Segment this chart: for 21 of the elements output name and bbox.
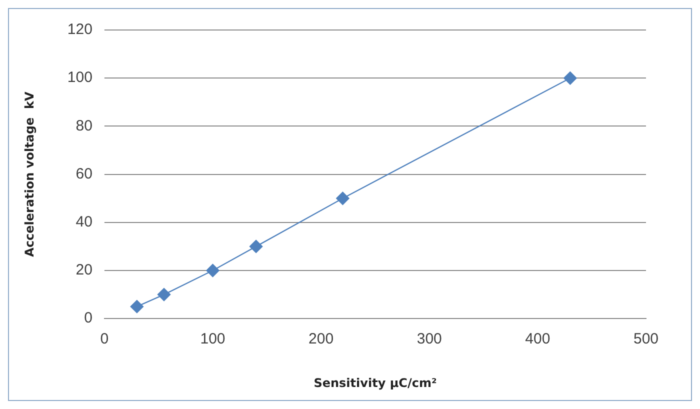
- y-tick-label: 100: [67, 69, 92, 86]
- x-tick-label: 200: [308, 330, 334, 348]
- point: [336, 192, 350, 205]
- y-axis-title: Acceleration voltage kV: [22, 91, 36, 257]
- y-tick-label: 120: [67, 21, 92, 38]
- x-axis-title: Sensitivity μC/cm²: [314, 376, 437, 390]
- y-tick-label: 80: [76, 117, 92, 134]
- y-tick-label: 60: [76, 165, 92, 182]
- y-tick-label: 0: [84, 310, 92, 327]
- x-tick-label: 100: [200, 330, 226, 348]
- point: [564, 72, 577, 85]
- point: [249, 240, 263, 254]
- point: [130, 300, 144, 314]
- x-tick-label: 0: [100, 330, 109, 348]
- point: [157, 288, 171, 302]
- x-tick-label: 300: [416, 330, 442, 348]
- x-tick-label: 500: [633, 330, 659, 348]
- point: [206, 264, 220, 278]
- x-tick-label: 400: [525, 330, 550, 348]
- y-tick-label: 40: [76, 214, 92, 231]
- y-tick-label: 20: [76, 262, 92, 279]
